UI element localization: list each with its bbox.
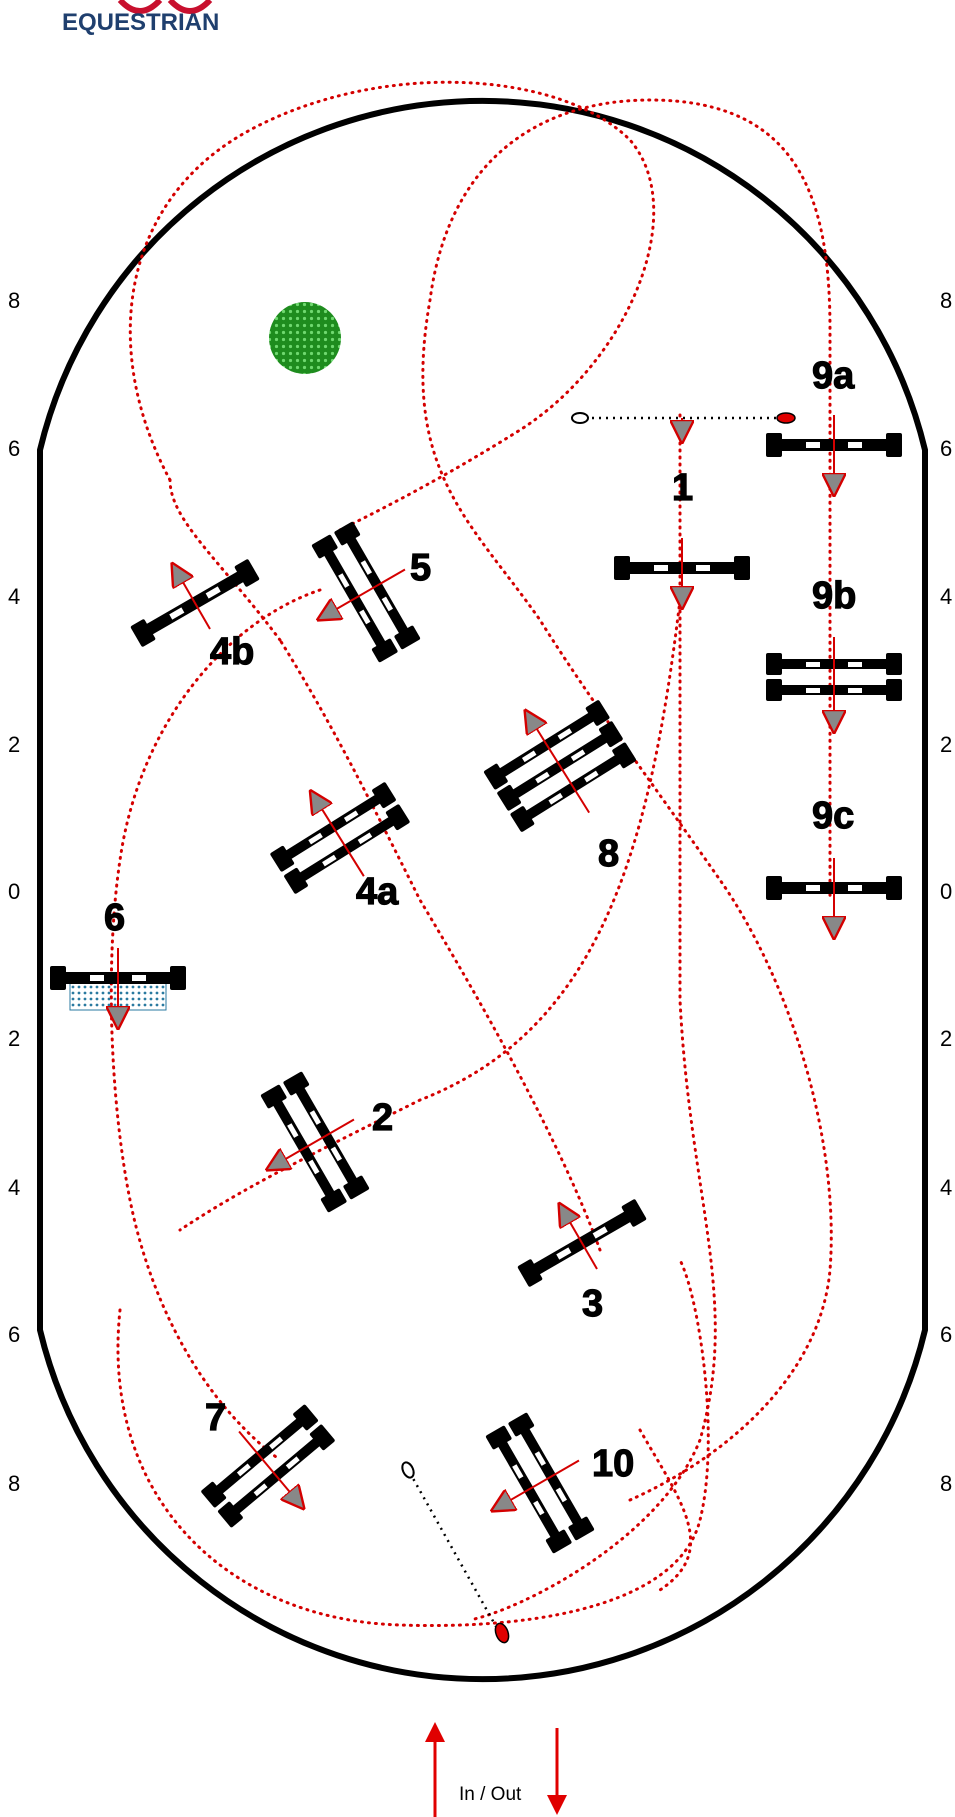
fence-label: 9c	[812, 795, 854, 837]
fence-label: 3	[582, 1283, 603, 1325]
scale-mark: 4	[8, 1175, 20, 1200]
fence-label: 5	[410, 547, 431, 589]
fence-6	[50, 948, 186, 1018]
scale-mark: 2	[8, 732, 20, 757]
scale-mark: 0	[940, 879, 952, 904]
fence-label: 1	[672, 467, 693, 509]
fence-8	[484, 700, 636, 832]
scale-mark: 4	[940, 584, 952, 609]
arena-boundary	[37, 98, 928, 1682]
fence-10	[485, 1412, 595, 1554]
fence-7	[201, 1404, 335, 1528]
logo-text: EQUESTRIAN	[62, 9, 219, 36]
left-scale: 8 6 4 2 0 2 4 6 8	[8, 288, 20, 1496]
scale-mark: 6	[8, 436, 20, 461]
scale-mark: 4	[8, 584, 20, 609]
fence-4b	[130, 559, 260, 647]
fence-9b	[766, 637, 902, 722]
fence-3	[517, 1199, 647, 1287]
arrow-down-icon	[547, 1795, 567, 1815]
fence-label: 2	[372, 1097, 393, 1139]
fence-label: 7	[205, 1397, 226, 1439]
scale-mark: 2	[8, 1026, 20, 1051]
in-out-label: In / Out	[459, 1784, 522, 1805]
arrow-up-icon	[425, 1722, 445, 1742]
fence-label: 4b	[210, 631, 254, 673]
scale-mark: 4	[940, 1175, 952, 1200]
fence-4a	[270, 782, 410, 894]
fence-label: 9a	[812, 355, 855, 397]
fence-label: 4a	[356, 871, 399, 913]
start-line	[571, 412, 796, 432]
fence-label: 10	[592, 1443, 634, 1485]
fence-label: 6	[104, 897, 125, 939]
right-scale: 8 6 4 2 0 2 4 6 8	[940, 288, 952, 1496]
fence-2	[260, 1071, 370, 1213]
route-path	[109, 80, 833, 1627]
bush-decoration	[269, 302, 341, 374]
scale-mark: 6	[8, 1322, 20, 1347]
finish-line	[401, 1461, 510, 1644]
fence-9a	[766, 415, 902, 485]
scale-mark: 8	[8, 1471, 20, 1496]
scale-mark: 8	[940, 1471, 952, 1496]
scale-mark: 2	[940, 732, 952, 757]
scale-mark: 8	[940, 288, 952, 313]
entrance-arrows	[425, 1722, 567, 1817]
fence-9c	[766, 858, 902, 928]
scale-mark: 8	[8, 288, 20, 313]
scale-mark: 2	[940, 1026, 952, 1051]
fence-1	[614, 538, 750, 598]
scale-mark: 6	[940, 436, 952, 461]
fence-label: 8	[598, 833, 619, 875]
fence-5	[311, 521, 421, 663]
fence-label: 9b	[812, 575, 856, 617]
logo: EQUESTRIAN	[62, 0, 219, 36]
scale-mark: 0	[8, 879, 20, 904]
scale-mark: 6	[940, 1322, 952, 1347]
